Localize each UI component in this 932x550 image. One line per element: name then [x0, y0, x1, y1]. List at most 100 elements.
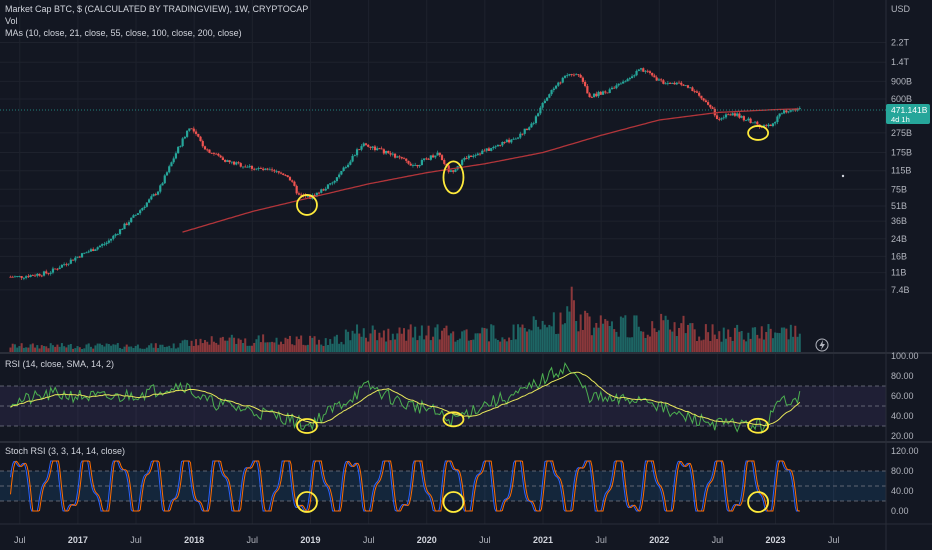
candle-body	[592, 93, 596, 98]
volume-legend[interactable]: Vol	[5, 16, 18, 26]
candle-body	[729, 114, 732, 116]
candle-body	[60, 264, 63, 268]
volume-bar	[644, 337, 647, 352]
candle-body	[130, 217, 133, 223]
candle-body	[689, 87, 692, 89]
candle-body	[411, 165, 415, 166]
price-axis-tick: 7.4B	[891, 285, 910, 295]
volume-bar	[385, 341, 388, 352]
candle-body	[393, 153, 397, 158]
volume-bar	[371, 325, 374, 352]
candle-body	[94, 249, 97, 251]
volume-bar	[729, 336, 732, 352]
stoch-axis-tick: 40.00	[891, 486, 914, 496]
volume-bar	[615, 331, 618, 352]
stoch-axis[interactable]: 120.00 80.00 40.00 0.00	[891, 446, 919, 516]
candle-body	[537, 113, 540, 117]
stoch-axis-tick: 80.00	[891, 466, 914, 476]
volume-bar	[87, 343, 90, 352]
ma-legend[interactable]: MAs (10, close, 21, close, 55, close, 10…	[5, 28, 242, 38]
time-axis-tick: Jul	[479, 535, 491, 545]
volume-bar	[798, 333, 801, 352]
price-axis-tick: 36B	[891, 216, 907, 226]
volume-bar	[684, 333, 687, 352]
candle-body	[262, 168, 265, 170]
volume-bar	[65, 347, 68, 352]
volume-bar	[449, 333, 452, 352]
volume-bar	[78, 347, 81, 352]
candle-body	[704, 100, 707, 103]
candle-body	[436, 152, 439, 156]
candle-body	[291, 180, 294, 182]
candle-body	[255, 168, 258, 170]
candle-body	[313, 195, 316, 197]
volume-bar	[657, 330, 660, 352]
stoch-lines	[10, 460, 800, 512]
candle-body	[87, 251, 90, 253]
volume-bar	[420, 325, 423, 352]
volume-bar	[291, 344, 294, 352]
volume-bar	[436, 324, 439, 352]
volume-bar	[20, 343, 23, 352]
candle-body	[516, 137, 520, 139]
price-axis[interactable]: 2.2T 1.4T 900B 600B 275B 175B 115B 75B 51B 36B 24B…	[891, 38, 912, 295]
candle-body	[472, 155, 475, 157]
candle-body	[179, 146, 182, 147]
volume-bar	[722, 327, 725, 352]
lightning-icon[interactable]	[815, 338, 829, 352]
volume-bar	[463, 330, 466, 352]
time-axis[interactable]: Jul 2017 Jul 2018 Jul 2019 Jul 2020 Jul 2021 Jul 20…	[14, 535, 839, 545]
candles[interactable]	[9, 67, 801, 281]
rsi-axis-tick: 60.00	[891, 391, 914, 401]
volume-bar	[172, 343, 175, 352]
volume-bar	[400, 333, 403, 352]
candle-body	[756, 121, 759, 125]
volume-bar	[177, 347, 180, 352]
rsi-axis[interactable]: 100.00 80.00 60.00 40.00 20.00	[891, 351, 919, 441]
volume-bar	[242, 343, 245, 352]
volume-bar	[250, 345, 253, 352]
volume-bar	[736, 324, 739, 352]
volume-bar	[206, 341, 209, 352]
candle-body	[36, 273, 39, 276]
candle-body	[116, 234, 119, 235]
time-axis-tick: Jul	[363, 535, 375, 545]
main-legend-title[interactable]: Market Cap BTC, $ (CALCULATED BY TRADING…	[5, 4, 309, 14]
volume-bar	[599, 315, 602, 352]
candle-body	[483, 150, 486, 152]
price-axis-tick: 11B	[891, 268, 906, 278]
time-axis-tick: 2021	[533, 535, 553, 545]
volume-bar	[313, 336, 316, 352]
candle-body	[194, 131, 198, 134]
candle-body	[373, 146, 377, 151]
volume-bar	[763, 339, 766, 352]
rsi-legend[interactable]: RSI (14, close, SMA, 14, 2)	[5, 359, 115, 369]
volume-bar	[38, 348, 41, 352]
volume-bar	[335, 334, 338, 352]
volume-bar	[322, 345, 325, 352]
volume-bar	[170, 348, 173, 352]
volume-bar	[510, 339, 513, 352]
candle-body	[210, 152, 213, 154]
volume-bar	[724, 338, 727, 352]
stoch-legend[interactable]: Stoch RSI (3, 3, 14, 14, close)	[5, 446, 126, 456]
candle-body	[590, 97, 593, 98]
candle-body	[469, 155, 473, 157]
stoch-axis-tick: 120.00	[891, 446, 919, 456]
candle-body	[774, 122, 777, 124]
volume-bar	[380, 337, 383, 352]
rsi-ma-line	[10, 371, 801, 427]
volume-bar	[76, 346, 79, 352]
candle-body	[490, 148, 493, 151]
candle-body	[80, 253, 84, 258]
volume-bar	[642, 331, 645, 352]
candle-body	[38, 273, 41, 276]
candle-body	[228, 160, 231, 163]
candle-body	[217, 153, 220, 156]
candle-body	[653, 75, 656, 78]
volume-bar	[452, 331, 455, 352]
candle-body	[400, 157, 403, 159]
candle-body	[237, 162, 240, 164]
candle-body	[715, 115, 719, 120]
